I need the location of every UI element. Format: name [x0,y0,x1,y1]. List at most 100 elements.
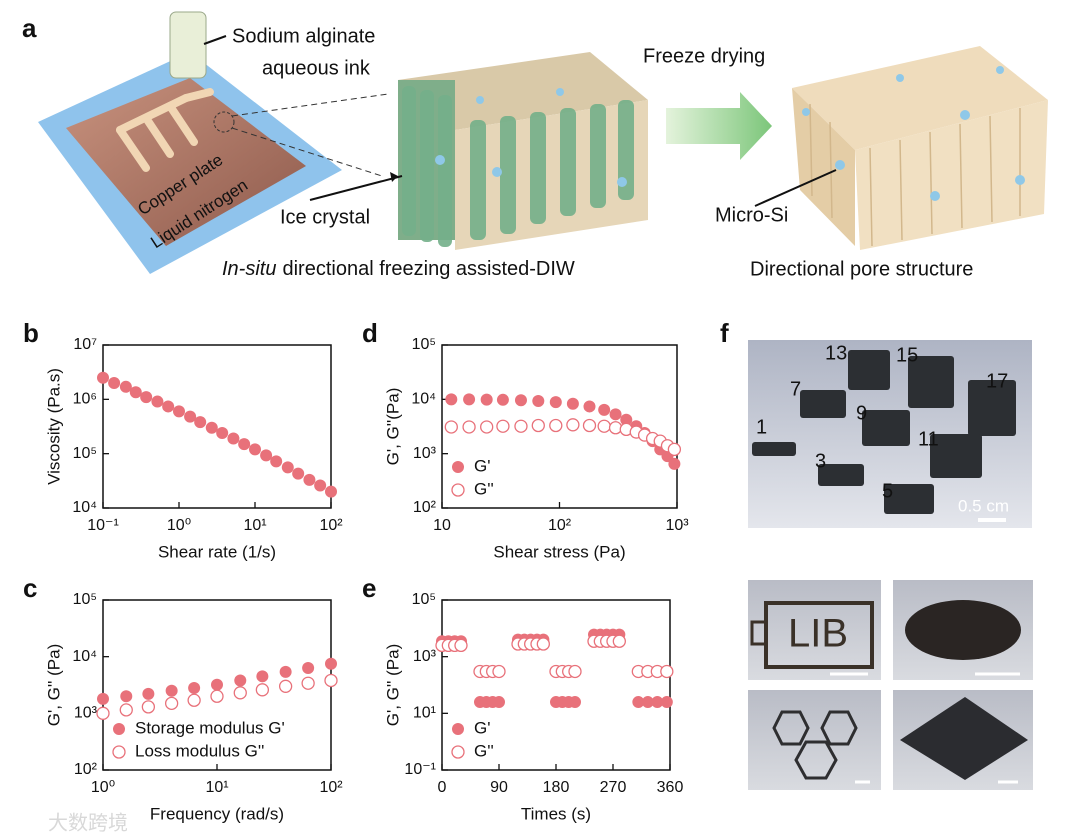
printed-lattice [905,600,1021,660]
frozen-block [398,52,648,250]
legend-label: G'' [474,479,494,498]
y-tick-label: 10³ [413,445,437,462]
marker [255,683,270,697]
sample-number: 15 [896,344,918,366]
marker [632,696,645,709]
marker [452,723,464,735]
x-tick-label: 270 [600,779,627,796]
marker [256,670,269,683]
x-tick-label: 90 [490,779,508,796]
marker [651,696,664,709]
scale-bar-label: 0.5 cm [958,496,1009,515]
marker [325,657,337,670]
marker [278,679,293,693]
panel-f: f 13 15 17 7 9 11 1 3 5 0.5 cm LIB [720,318,1033,790]
marker [582,418,597,433]
arrowhead [390,172,398,182]
marker [301,676,315,690]
photo [748,580,881,680]
nozzle [169,11,207,79]
y-tick-label: 10⁻¹ [404,761,436,778]
panel-label: b [23,318,39,348]
marker [205,421,218,434]
chart: e 0 90 180 270 360 10⁻¹ 10¹ 10³ 10⁵ Times (s) G', G… [362,573,683,824]
marker [238,438,251,451]
caption-rest: directional freezing assisted-DIW [282,258,574,280]
x-tick-label: 10² [319,517,343,534]
printed-hexagons [772,710,858,780]
marker [173,405,185,418]
copper-plate [66,78,306,246]
y-tick-label: 10⁶ [73,391,97,408]
marker [96,706,110,720]
y-tick-label: 10² [74,761,98,778]
legend-label: Storage modulus G' [135,718,285,737]
plot-frame [102,344,332,509]
marker [210,689,224,703]
marker [119,703,133,717]
marker [480,420,494,434]
x-tick-label: 0 [438,779,447,796]
marker [216,427,229,440]
marker [151,395,164,408]
marker [568,664,582,679]
y-axis-label: G', G'' (Pa) [383,644,402,726]
marker [514,419,528,433]
sample-number: 7 [790,378,801,400]
legend-label: G' [474,718,490,737]
chart: c 10⁰ 10¹ 10² 10² 10³ 10⁴ 10⁵ Frequency (rad/s) G… [23,573,343,824]
marker [140,391,153,404]
plot-frame [441,344,678,509]
printed-e [116,88,214,172]
marker [514,394,527,407]
panel-label: d [362,318,378,348]
marker [496,419,510,433]
marker [120,690,133,703]
x-axis-label: Frequency (rad/s) [150,804,284,823]
annotation: Sodium alginate [232,25,375,47]
marker [108,376,121,389]
pointer [203,35,227,45]
marker [187,693,201,707]
x-tick-label: 10 [433,517,451,534]
annotation: Micro-Si [715,204,788,226]
marker [165,684,178,697]
marker [194,416,207,429]
x-tick-label: 10⁰ [167,517,191,534]
marker [233,686,247,700]
marker [97,692,109,705]
sample-number: 9 [856,402,867,424]
y-tick-label: 10⁵ [73,591,97,608]
marker [129,386,142,399]
panel-label: a [22,13,37,43]
x-tick-label: 10⁰ [91,779,115,796]
marker [113,723,125,735]
marker [566,418,580,432]
sample-number: 11 [918,428,939,450]
y-tick-label: 10⁵ [73,445,97,462]
x-axis-label: Times (s) [521,804,591,823]
sample-number: 1 [756,416,767,438]
marker [188,681,201,694]
marker [583,400,596,413]
plot-frame [441,599,671,771]
marker [234,674,247,687]
marker [641,696,654,709]
printed-text: LIB [788,612,848,656]
watermark: 大数跨境 [48,811,128,834]
x-tick-label: 10¹ [243,517,266,534]
sample-number: 13 [825,342,847,364]
zoom-line [231,127,383,177]
marker [463,393,476,406]
x-tick-label: 10¹ [205,779,228,796]
y-tick-label: 10⁴ [72,648,97,665]
marker [462,420,476,434]
marker [451,483,465,497]
x-tick-label: 360 [657,779,684,796]
marker [454,638,468,653]
marker [597,419,611,433]
x-tick-label: 10⁻¹ [87,517,119,534]
marker [279,665,292,678]
marker [142,687,155,700]
marker [536,637,550,651]
